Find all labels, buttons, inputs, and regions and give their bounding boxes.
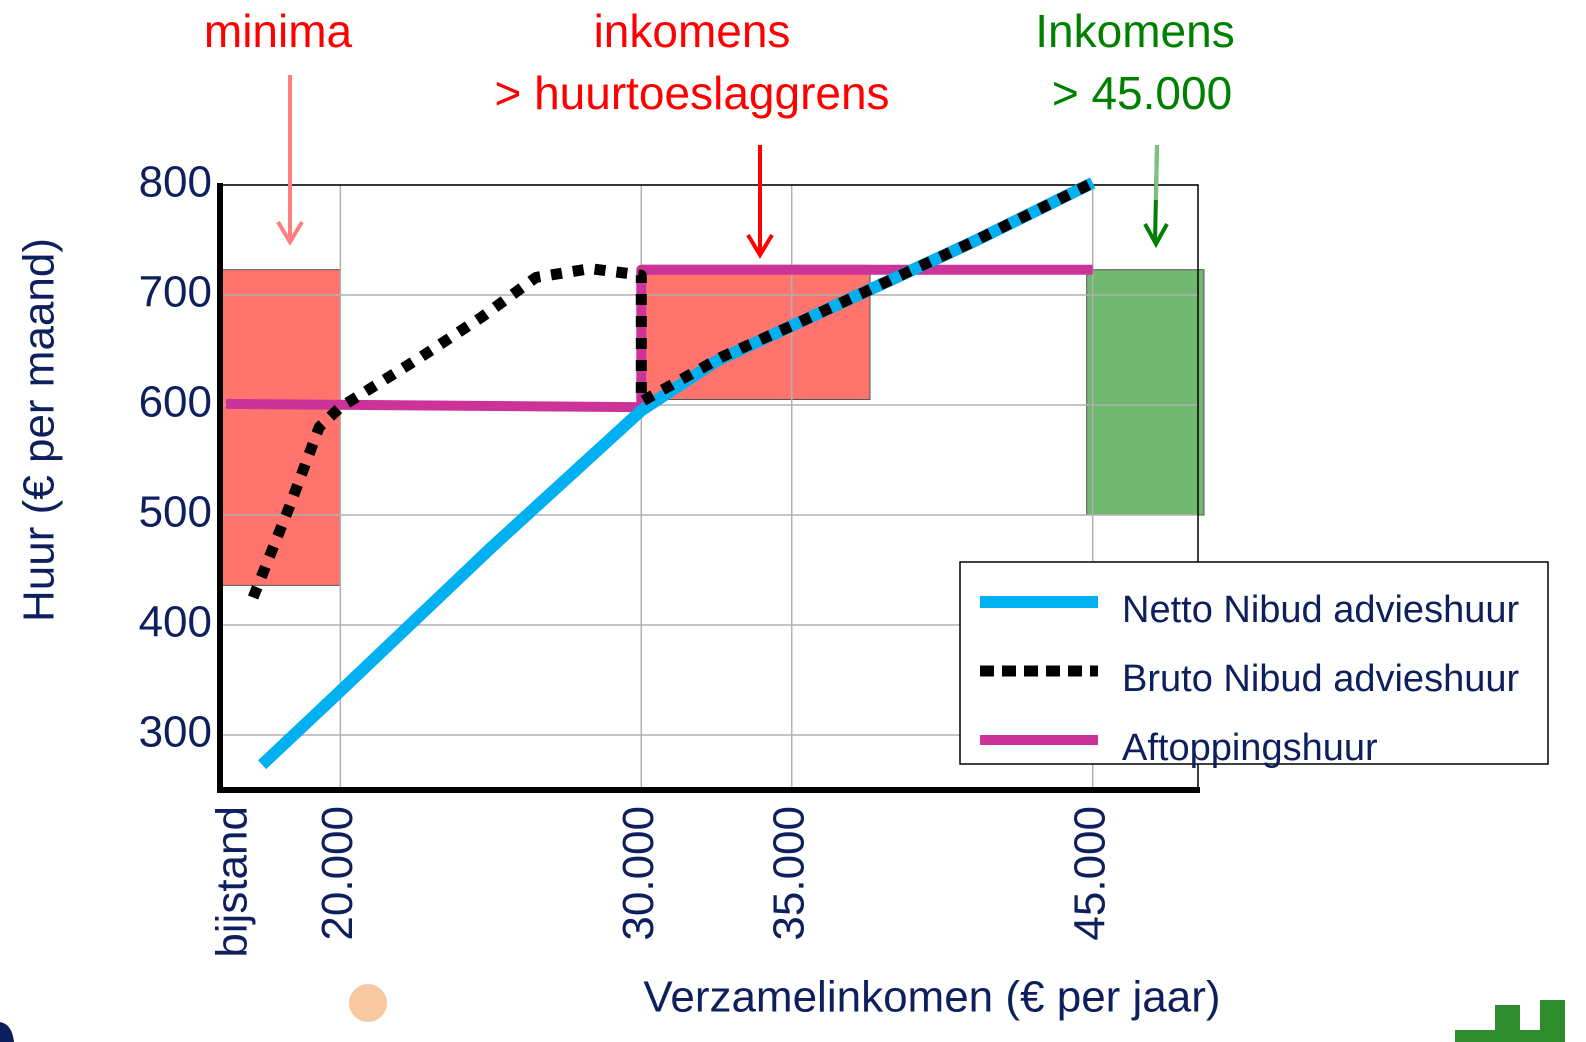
arrow <box>746 145 774 259</box>
annotation: > 45.000 <box>1052 67 1232 119</box>
lines <box>225 177 1096 770</box>
arrow <box>1154 144 1159 201</box>
x-tick-label: 35.000 <box>764 806 813 941</box>
legend-label: Bruto Nibud advieshuur <box>1122 658 1519 700</box>
logo-dot <box>349 984 387 1022</box>
annotation: inkomens <box>594 5 791 57</box>
logo <box>0 1022 14 1042</box>
annotation: > huurtoeslaggrens <box>494 67 889 119</box>
annotation: Inkomens <box>1035 5 1234 57</box>
x-tick-label: 45.000 <box>1065 806 1114 941</box>
boxes <box>219 264 1205 586</box>
range-box <box>640 264 871 400</box>
y-axis-label: Huur (€ per maand) <box>15 238 64 622</box>
legend: Netto Nibud advieshuur Bruto Nibud advies… <box>959 561 1549 769</box>
y-tick-label: 800 <box>139 158 212 207</box>
y-tick-label: 300 <box>139 708 212 757</box>
series-line <box>247 177 1096 600</box>
y-tick-label: 500 <box>139 488 212 537</box>
legend-label: Aftoppingshuur <box>1122 727 1378 769</box>
arrow <box>276 75 304 246</box>
legend-box <box>959 561 1549 765</box>
y-tick-label: 700 <box>139 268 212 317</box>
x-axis-label: Verzamelinkomen (€ per jaar) <box>643 973 1220 1022</box>
x-tick-label: 30.000 <box>614 806 663 941</box>
labels: 300 400 500 600 700 800 bijstand 20.000 30.000 35… <box>139 158 1115 958</box>
x-tick-label: 20.000 <box>313 806 362 941</box>
x-tick-label: bijstand <box>208 806 257 958</box>
logo <box>1455 1000 1565 1042</box>
y-tick-label: 400 <box>139 598 212 647</box>
annotation: minima <box>204 5 353 57</box>
legend-label: Netto Nibud advieshuur <box>1122 589 1519 631</box>
arrows <box>276 75 1169 259</box>
range-box <box>1086 269 1205 516</box>
y-tick-label: 600 <box>139 378 212 427</box>
